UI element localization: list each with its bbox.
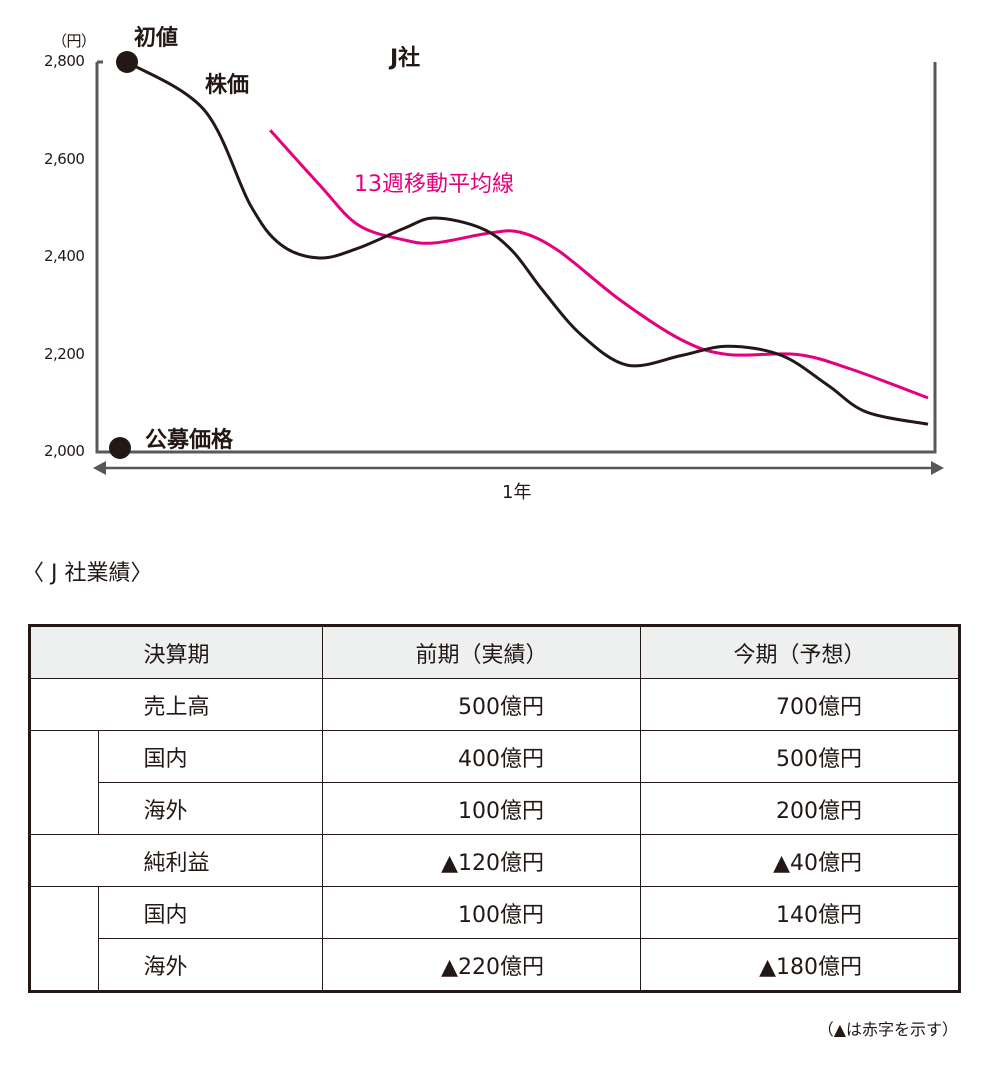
- header-cur: 今期（予想）: [640, 625, 960, 679]
- table-row: 売上高 500億円 700億円: [29, 678, 960, 731]
- x-axis-label: 1年: [502, 482, 532, 503]
- performance-table: 決算期 前期（実績） 今期（予想） 売上高 500億円 700億円 国内 400億円 50…: [28, 624, 961, 993]
- stock-chart: [93, 51, 944, 475]
- y-tick-label: 2,800: [44, 52, 85, 70]
- row-label: 海外: [98, 938, 323, 992]
- prev-value: ▲120億円: [322, 834, 641, 887]
- row-label: 純利益: [29, 834, 323, 887]
- y-unit: （円）: [52, 32, 96, 50]
- moving-average-line: [269, 129, 929, 400]
- initial-price-label: 初値: [134, 26, 179, 51]
- table-row: 国内 100億円 140億円: [29, 886, 960, 939]
- cur-value: 140億円: [640, 886, 960, 939]
- table-title: 〈 J 社業績〉: [22, 561, 153, 586]
- prev-value: 100億円: [322, 886, 641, 939]
- row-label: 海外: [98, 782, 323, 835]
- y-tick-label: 2,400: [44, 247, 85, 265]
- ma-series-label: 13週移動平均線: [354, 172, 514, 197]
- prev-value: 400億円: [322, 730, 641, 783]
- header-period: 決算期: [29, 625, 323, 679]
- y-tick-label: 2,200: [44, 344, 85, 363]
- row-label: 国内: [98, 730, 323, 783]
- cur-value: 500億円: [640, 730, 960, 783]
- cur-value: ▲180億円: [640, 938, 960, 992]
- axes-frame: [95, 62, 937, 454]
- cur-value: ▲40億円: [640, 834, 960, 887]
- table-row: 海外 100億円 200億円: [29, 782, 960, 835]
- row-label: 売上高: [29, 678, 323, 731]
- prev-value: 500億円: [322, 678, 641, 731]
- initial-price-marker: [116, 51, 138, 73]
- stock-price-line: [126, 60, 929, 426]
- ipo-price-label: 公募価格: [145, 428, 234, 453]
- header-prev: 前期（実績）: [322, 625, 641, 679]
- prev-value: 100億円: [322, 782, 641, 835]
- table-row: 国内 400億円 500億円: [29, 730, 960, 783]
- stock-series-label: 株価: [205, 73, 250, 98]
- chart-title: J社: [390, 46, 421, 71]
- ipo-price-marker: [109, 437, 131, 459]
- table-note: （▲は赤字を示す）: [817, 1020, 958, 1039]
- y-tick-label: 2,600: [44, 149, 85, 168]
- table-row: 純利益 ▲120億円 ▲40億円: [29, 834, 960, 887]
- cur-value: 200億円: [640, 782, 960, 835]
- table-row: 海外 ▲220億円 ▲180億円: [29, 938, 960, 992]
- row-label: 国内: [98, 886, 323, 939]
- prev-value: ▲220億円: [322, 938, 641, 992]
- y-tick-label: 2,000: [44, 442, 85, 460]
- cur-value: 700億円: [640, 678, 960, 731]
